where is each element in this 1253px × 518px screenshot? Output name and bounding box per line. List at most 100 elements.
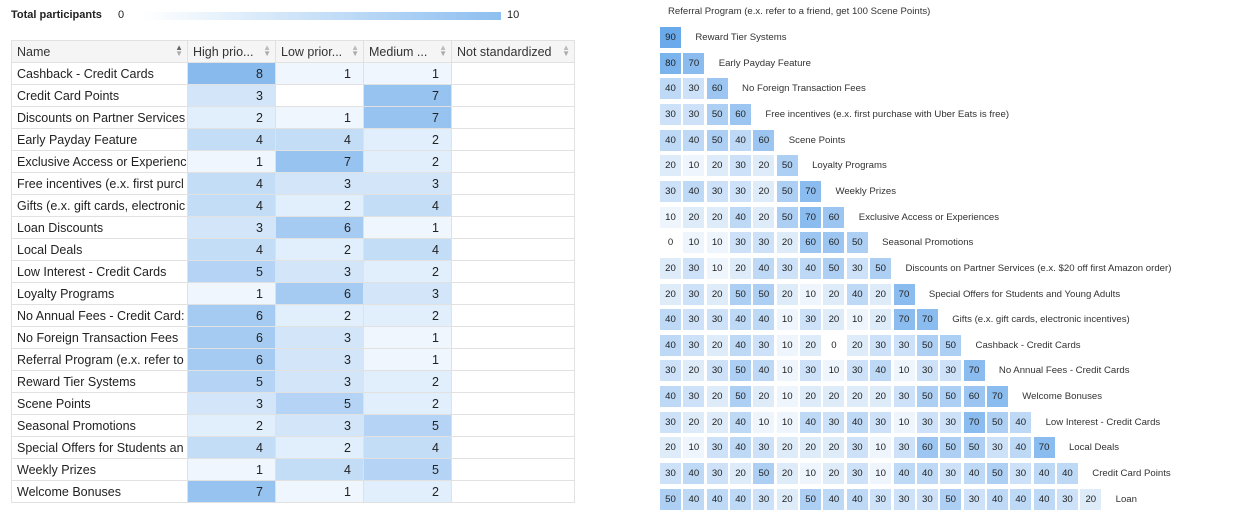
table-row[interactable]: Low Interest - Credit Cards 5 3 2 <box>11 260 575 283</box>
matrix-cell: 30 <box>846 360 868 382</box>
matrix-row-label: Scene Points <box>788 134 846 146</box>
table-row[interactable]: Gifts (e.x. gift cards, electronic 4 2 4 <box>11 194 575 217</box>
matrix-cell: 30 <box>753 334 775 356</box>
count-cell-low <box>275 84 364 107</box>
count-cell-not-std <box>451 194 575 217</box>
matrix-cell: 20 <box>776 283 798 305</box>
count-cell-medium: 2 <box>363 392 452 415</box>
row-name-cell: Weekly Prizes <box>11 458 188 481</box>
matrix-cell: 20 <box>660 437 681 459</box>
sort-icon[interactable]: ▲ ▼ <box>439 43 447 58</box>
matrix-cell: 20 <box>753 206 775 228</box>
matrix-cell: 20 <box>730 463 752 485</box>
matrix-cell: 40 <box>800 411 822 433</box>
sort-icon[interactable]: ▲ ▼ <box>351 43 359 58</box>
matrix-cell: 10 <box>683 437 705 459</box>
matrix-cell: 40 <box>1056 463 1078 485</box>
matrix-cell: 30 <box>660 411 681 433</box>
matrix-cell: 20 <box>846 386 868 408</box>
count-cell-high: 7 <box>187 480 276 503</box>
count-cell-not-std <box>451 84 575 107</box>
sort-icon[interactable]: ▲ ▼ <box>263 43 271 58</box>
count-cell-low: 6 <box>275 216 364 239</box>
matrix-cell: 30 <box>660 103 681 125</box>
matrix-cell: 10 <box>823 360 845 382</box>
count-cell-not-std <box>451 62 575 85</box>
column-header-low[interactable]: Low prior... ▲ ▼ <box>275 40 364 63</box>
matrix-cell: 30 <box>823 411 845 433</box>
matrix-cell: 40 <box>916 463 938 485</box>
matrix-cell: 50 <box>986 463 1008 485</box>
table-row[interactable]: Local Deals 4 2 4 <box>11 238 575 261</box>
matrix-cell: 80 <box>660 52 681 74</box>
matrix-cell: 40 <box>870 360 892 382</box>
matrix-cell: 30 <box>753 232 775 254</box>
matrix-cell: 30 <box>683 257 705 279</box>
matrix-cell: 60 <box>800 232 822 254</box>
table-row[interactable]: Free incentives (e.x. first purcl 4 3 3 <box>11 172 575 195</box>
matrix-cell: 20 <box>776 437 798 459</box>
count-cell-high: 3 <box>187 84 276 107</box>
row-name-cell: Free incentives (e.x. first purcl <box>11 172 188 195</box>
table-row[interactable]: Loyalty Programs 1 6 3 <box>11 282 575 305</box>
matrix-cell: 40 <box>660 334 681 356</box>
table-row[interactable]: No Annual Fees - Credit Card: 6 2 2 <box>11 304 575 327</box>
count-cell-medium: 1 <box>363 216 452 239</box>
matrix-cell: 20 <box>683 206 705 228</box>
count-cell-medium: 3 <box>363 282 452 305</box>
matrix-cell: 30 <box>916 488 938 510</box>
count-cell-not-std <box>451 414 575 437</box>
count-cell-medium: 1 <box>363 62 452 85</box>
row-name-cell: Exclusive Access or Experienc <box>11 150 188 173</box>
matrix-cell: 10 <box>683 232 705 254</box>
table-row[interactable]: Welcome Bonuses 7 1 2 <box>11 480 575 503</box>
table-row[interactable]: No Foreign Transaction Fees 6 3 1 <box>11 326 575 349</box>
matrix-row-label: No Foreign Transaction Fees <box>742 83 866 95</box>
matrix-cell: 40 <box>730 334 752 356</box>
row-name-cell: Gifts (e.x. gift cards, electronic <box>11 194 188 217</box>
matrix-cell: 20 <box>800 334 822 356</box>
table-row[interactable]: Referral Program (e.x. refer to 6 3 1 <box>11 348 575 371</box>
matrix-cell: 50 <box>846 232 868 254</box>
count-cell-medium: 1 <box>363 326 452 349</box>
matrix-cell: 40 <box>683 463 705 485</box>
matrix-cell: 20 <box>753 180 775 202</box>
sort-icon[interactable]: ▲ ▼ <box>562 43 570 58</box>
sort-icon[interactable]: ▲ ▼ <box>175 43 183 58</box>
table-row[interactable]: Scene Points 3 5 2 <box>11 392 575 415</box>
count-cell-low: 4 <box>275 128 364 151</box>
matrix-cell: 70 <box>800 180 822 202</box>
count-cell-high: 5 <box>187 370 276 393</box>
matrix-cell: 30 <box>846 437 868 459</box>
table-row[interactable]: Early Payday Feature 4 4 2 <box>11 128 575 151</box>
count-cell-medium: 2 <box>363 304 452 327</box>
matrix-cell: 60 <box>823 206 845 228</box>
column-header-medium[interactable]: Medium ... ▲ ▼ <box>363 40 452 63</box>
column-header-high[interactable]: High prio... ▲ ▼ <box>187 40 276 63</box>
table-row[interactable]: Credit Card Points 3 7 <box>11 84 575 107</box>
table-row[interactable]: Discounts on Partner Services 2 1 7 <box>11 106 575 129</box>
matrix-cell: 10 <box>776 360 798 382</box>
matrix-cell: 20 <box>776 232 798 254</box>
matrix-cell: 50 <box>776 155 798 177</box>
table-row[interactable]: Cashback - Credit Cards 8 1 1 <box>11 62 575 85</box>
matrix-row-label: Low Interest - Credit Cards <box>1045 416 1161 428</box>
matrix-cell: 10 <box>706 232 728 254</box>
table-row[interactable]: Special Offers for Students an 4 2 4 <box>11 436 575 459</box>
table-row[interactable]: Loan Discounts 3 6 1 <box>11 216 575 239</box>
table-row[interactable]: Seasonal Promotions 2 3 5 <box>11 414 575 437</box>
matrix-cell: 20 <box>823 463 845 485</box>
column-header-not-standardized[interactable]: Not standardized ▲ ▼ <box>451 40 575 63</box>
count-cell-not-std <box>451 436 575 459</box>
column-header-name[interactable]: Name ▲ ▼ <box>11 40 188 63</box>
matrix-cell: 70 <box>683 52 705 74</box>
matrix-cell: 30 <box>940 411 962 433</box>
matrix-cell: 40 <box>986 488 1008 510</box>
matrix-row-label: Local Deals <box>1068 442 1120 454</box>
table-row[interactable]: Reward Tier Systems 5 3 2 <box>11 370 575 393</box>
matrix-cell: 40 <box>730 206 752 228</box>
matrix-cell: 30 <box>916 360 938 382</box>
table-row[interactable]: Weekly Prizes 1 4 5 <box>11 458 575 481</box>
table-row[interactable]: Exclusive Access or Experienc 1 7 2 <box>11 150 575 173</box>
matrix-cell: 60 <box>916 437 938 459</box>
